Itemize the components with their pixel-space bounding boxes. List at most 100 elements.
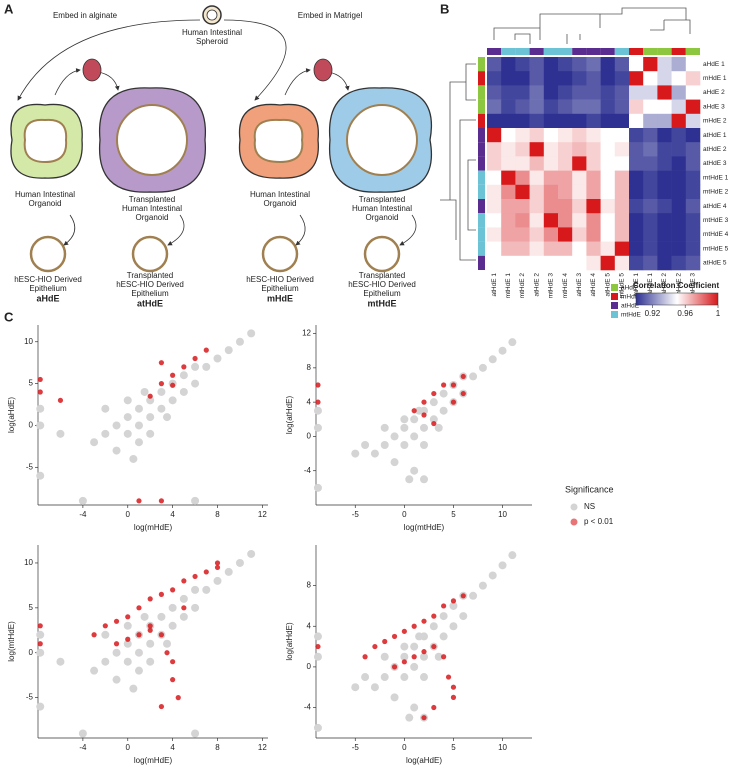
point <box>191 362 200 371</box>
point <box>170 372 176 378</box>
heatmap-cell <box>586 85 601 100</box>
heatmap-cell <box>515 184 530 200</box>
point <box>247 549 256 558</box>
heatmap-cell <box>501 255 516 271</box>
point <box>439 389 448 398</box>
heatmap-cell <box>487 128 502 143</box>
point <box>158 591 165 597</box>
point <box>431 643 437 650</box>
point <box>469 591 478 600</box>
heatmap-cell <box>657 227 672 242</box>
point <box>36 702 45 711</box>
point <box>450 694 457 700</box>
point <box>37 376 43 383</box>
x-tick-label: 4 <box>170 743 175 752</box>
column-group-bar <box>657 48 672 55</box>
sample-code: mHdE <box>267 293 293 303</box>
point <box>410 703 419 712</box>
heatmap-cell <box>529 113 545 129</box>
heatmap-cell <box>515 99 530 115</box>
heatmap-cell <box>657 113 672 129</box>
point <box>410 432 419 441</box>
point <box>431 704 437 711</box>
heatmap-cell <box>600 199 616 214</box>
point <box>441 603 447 609</box>
heatmap-cell <box>543 71 559 86</box>
heatmap-cell <box>671 170 687 186</box>
heatmap-cell <box>643 241 658 257</box>
point <box>449 601 458 610</box>
heatmap-cell <box>600 255 616 271</box>
x-tick-label: -5 <box>352 743 360 752</box>
heatmap-cell <box>629 85 644 100</box>
heatmap-cell <box>515 241 530 257</box>
label: hESC-HIO Derived <box>14 275 82 284</box>
heatmap-cell <box>600 113 616 129</box>
label: Human Intestinal <box>122 204 182 213</box>
point <box>158 381 165 387</box>
heatmap-cell <box>558 99 573 115</box>
point <box>420 423 428 432</box>
point <box>411 623 417 629</box>
point <box>370 683 379 692</box>
label: Spheroid <box>196 37 228 46</box>
y-tick-label: 5 <box>29 603 34 612</box>
heatmap-cell <box>600 85 616 100</box>
row-group-bar <box>478 85 485 100</box>
point <box>313 652 322 661</box>
point <box>36 471 45 480</box>
point <box>508 338 517 347</box>
heatmap-cell <box>586 142 601 157</box>
point <box>508 551 517 560</box>
point <box>478 363 487 372</box>
heatmap-cell <box>600 227 616 242</box>
column-group-bar <box>529 48 544 55</box>
heatmap-cell <box>558 85 573 100</box>
point <box>90 438 99 447</box>
point <box>175 695 181 701</box>
heatmap-cell <box>685 99 701 115</box>
heatmap-cell <box>515 255 530 271</box>
heatmap-cell <box>572 85 587 100</box>
row-label: mtHdE 3 <box>703 217 729 224</box>
row-group-bar <box>478 184 485 199</box>
legend-swatch <box>611 311 618 318</box>
point <box>313 423 322 432</box>
heatmap-cell <box>543 170 559 186</box>
y-tick-label: 0 <box>307 432 312 441</box>
heatmap-cell <box>629 170 644 186</box>
heatmap-cell <box>657 170 672 186</box>
column-label: aHdE 3 <box>690 273 697 295</box>
point <box>315 399 321 405</box>
label: Epithelium <box>131 289 169 298</box>
heatmap-cell <box>629 71 644 86</box>
point <box>158 632 165 638</box>
point <box>181 605 187 611</box>
point <box>420 475 428 484</box>
point <box>123 639 132 648</box>
column-group-bar <box>685 48 700 55</box>
heatmap-cell <box>487 255 502 271</box>
heatmap-cell <box>529 227 545 242</box>
point <box>361 673 370 682</box>
point <box>56 429 65 438</box>
row-group-bar <box>478 227 485 242</box>
point <box>459 612 468 621</box>
legend-label: aHdE <box>621 285 638 292</box>
point <box>362 654 368 660</box>
label: hESC-HIO Derived <box>246 275 314 284</box>
x-tick-label: 12 <box>258 510 267 519</box>
point <box>420 441 428 449</box>
y-tick-label: 8 <box>307 581 312 590</box>
heatmap-cell <box>657 184 672 200</box>
heatmap-cell <box>629 255 644 271</box>
column-group-bar <box>586 48 601 55</box>
point <box>313 632 322 641</box>
point <box>179 612 188 621</box>
heatmap-cell <box>643 184 658 200</box>
y-tick-label: 10 <box>24 337 33 346</box>
point <box>192 355 198 362</box>
heatmap-cell <box>685 142 701 157</box>
heatmap-cell <box>600 128 616 143</box>
